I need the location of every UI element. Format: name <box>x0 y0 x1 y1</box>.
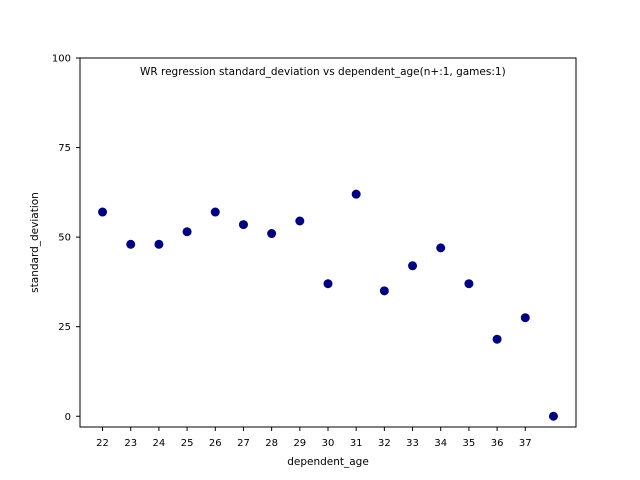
x-tick-label-30: 30 <box>322 438 335 449</box>
data-point-8 <box>323 279 333 289</box>
data-point-5 <box>238 220 248 230</box>
x-tick-label-29: 29 <box>293 438 306 449</box>
x-tick-label-37: 37 <box>519 438 532 449</box>
x-tick-label-32: 32 <box>378 438 391 449</box>
y-tick-label-25: 25 <box>58 322 71 333</box>
x-tick-label-33: 33 <box>406 438 419 449</box>
data-point-16 <box>548 411 558 421</box>
x-tick-label-22: 22 <box>96 438 109 449</box>
data-point-9 <box>351 189 361 199</box>
x-tick-label-23: 23 <box>124 438 137 449</box>
x-tick-label-26: 26 <box>209 438 222 449</box>
x-tick-label-31: 31 <box>350 438 363 449</box>
x-tick-label-25: 25 <box>181 438 194 449</box>
data-point-10 <box>379 286 389 296</box>
data-point-14 <box>492 334 502 344</box>
data-point-13 <box>464 279 474 289</box>
y-tick-label-75: 75 <box>58 143 71 154</box>
x-tick-label-34: 34 <box>434 438 447 449</box>
data-point-4 <box>210 207 220 217</box>
x-tick-label-28: 28 <box>265 438 278 449</box>
x-axis-label: dependent_age <box>287 456 369 468</box>
data-point-12 <box>436 243 446 253</box>
y-tick-label-100: 100 <box>52 54 71 65</box>
plot-area: 22 23 24 25 26 27 28 29 30 31 32 33 34 35 36 37 0 25 50 75 1… <box>52 54 577 449</box>
data-point-11 <box>408 261 418 271</box>
data-point-1 <box>126 239 136 249</box>
chart-annotation: WR regression standard_deviation vs depe… <box>140 66 506 78</box>
data-point-0 <box>98 207 108 217</box>
x-tick-label-36: 36 <box>491 438 504 449</box>
x-tick-label-24: 24 <box>153 438 166 449</box>
data-point-15 <box>520 313 530 323</box>
data-point-6 <box>267 229 277 239</box>
data-point-2 <box>154 239 164 249</box>
y-tick-label-50: 50 <box>58 233 71 244</box>
y-tick-label-0: 0 <box>65 412 71 423</box>
data-point-3 <box>182 227 192 237</box>
x-tick-label-27: 27 <box>237 438 250 449</box>
data-point-7 <box>295 216 305 226</box>
y-axis-label: standard_deviation <box>29 192 41 293</box>
x-tick-label-35: 35 <box>463 438 476 449</box>
